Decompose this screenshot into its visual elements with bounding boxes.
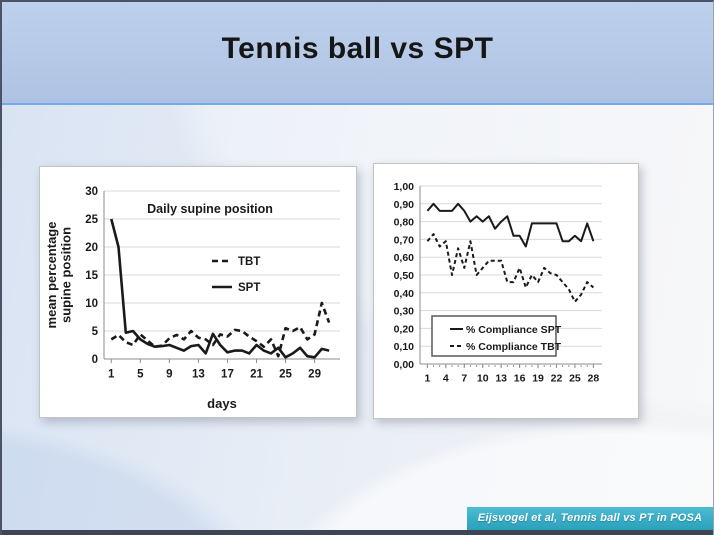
svg-text:7: 7 bbox=[461, 373, 467, 385]
svg-text:30: 30 bbox=[85, 186, 98, 198]
citation-text: Eijsvogel et al, Tennis ball vs PT in PO… bbox=[477, 512, 703, 524]
slide-header: Tennis ball vs SPT bbox=[2, 2, 713, 105]
svg-text:mean percentage: mean percentage bbox=[44, 222, 59, 329]
svg-text:5: 5 bbox=[137, 369, 144, 381]
svg-text:Daily supine position: Daily supine position bbox=[147, 202, 273, 216]
svg-text:supine position: supine position bbox=[59, 227, 74, 323]
svg-text:0,20: 0,20 bbox=[394, 323, 415, 335]
svg-text:0,10: 0,10 bbox=[394, 341, 415, 353]
svg-text:19: 19 bbox=[532, 373, 544, 385]
svg-text:0,50: 0,50 bbox=[394, 270, 415, 282]
svg-text:25: 25 bbox=[85, 214, 98, 226]
citation-banner: Eijsvogel et al, Tennis ball vs PT in PO… bbox=[467, 507, 713, 530]
svg-text:0,70: 0,70 bbox=[394, 234, 415, 246]
svg-text:28: 28 bbox=[588, 373, 600, 385]
svg-text:SPT: SPT bbox=[238, 282, 260, 294]
svg-text:13: 13 bbox=[495, 373, 507, 385]
slide-title: Tennis ball vs SPT bbox=[221, 32, 494, 65]
svg-text:17: 17 bbox=[221, 369, 234, 381]
svg-text:13: 13 bbox=[192, 369, 205, 381]
svg-text:0,00: 0,00 bbox=[394, 359, 415, 371]
svg-text:20: 20 bbox=[85, 242, 98, 254]
bottom-border-strip bbox=[2, 530, 713, 535]
svg-text:% Compliance TBT: % Compliance TBT bbox=[466, 341, 562, 353]
svg-text:10: 10 bbox=[85, 298, 98, 310]
svg-text:22: 22 bbox=[551, 373, 563, 385]
svg-text:1: 1 bbox=[424, 373, 430, 385]
svg-text:4: 4 bbox=[443, 373, 449, 385]
svg-text:25: 25 bbox=[569, 373, 581, 385]
svg-text:1: 1 bbox=[108, 369, 115, 381]
svg-text:0: 0 bbox=[92, 354, 98, 366]
compliance-chart: 0,00 0,10 0,20 0,30 0,40 0,50 0,60 0,70 0,80 0,90… bbox=[394, 181, 602, 385]
svg-text:1,00: 1,00 bbox=[394, 181, 415, 193]
svg-text:% Compliance SPT: % Compliance SPT bbox=[466, 324, 562, 336]
svg-text:days: days bbox=[207, 396, 237, 411]
daily-supine-chart-card: 0 5 10 15 20 25 30 1 5 9 13 17 21 25 29 Daily supine po… bbox=[39, 166, 357, 418]
svg-text:5: 5 bbox=[92, 326, 99, 338]
svg-text:16: 16 bbox=[514, 373, 526, 385]
svg-text:0,60: 0,60 bbox=[394, 252, 415, 264]
svg-text:TBT: TBT bbox=[238, 256, 260, 268]
svg-text:25: 25 bbox=[279, 369, 292, 381]
svg-text:15: 15 bbox=[85, 270, 98, 282]
svg-text:0,30: 0,30 bbox=[394, 306, 415, 318]
svg-text:9: 9 bbox=[166, 369, 172, 381]
svg-text:29: 29 bbox=[308, 369, 321, 381]
svg-text:0,90: 0,90 bbox=[394, 199, 415, 211]
svg-text:21: 21 bbox=[250, 369, 263, 381]
svg-text:0,80: 0,80 bbox=[394, 217, 415, 229]
svg-text:10: 10 bbox=[477, 373, 489, 385]
compliance-chart-card: 0,00 0,10 0,20 0,30 0,40 0,50 0,60 0,70 0,80 0,90… bbox=[373, 163, 639, 419]
svg-text:0,40: 0,40 bbox=[394, 288, 415, 300]
